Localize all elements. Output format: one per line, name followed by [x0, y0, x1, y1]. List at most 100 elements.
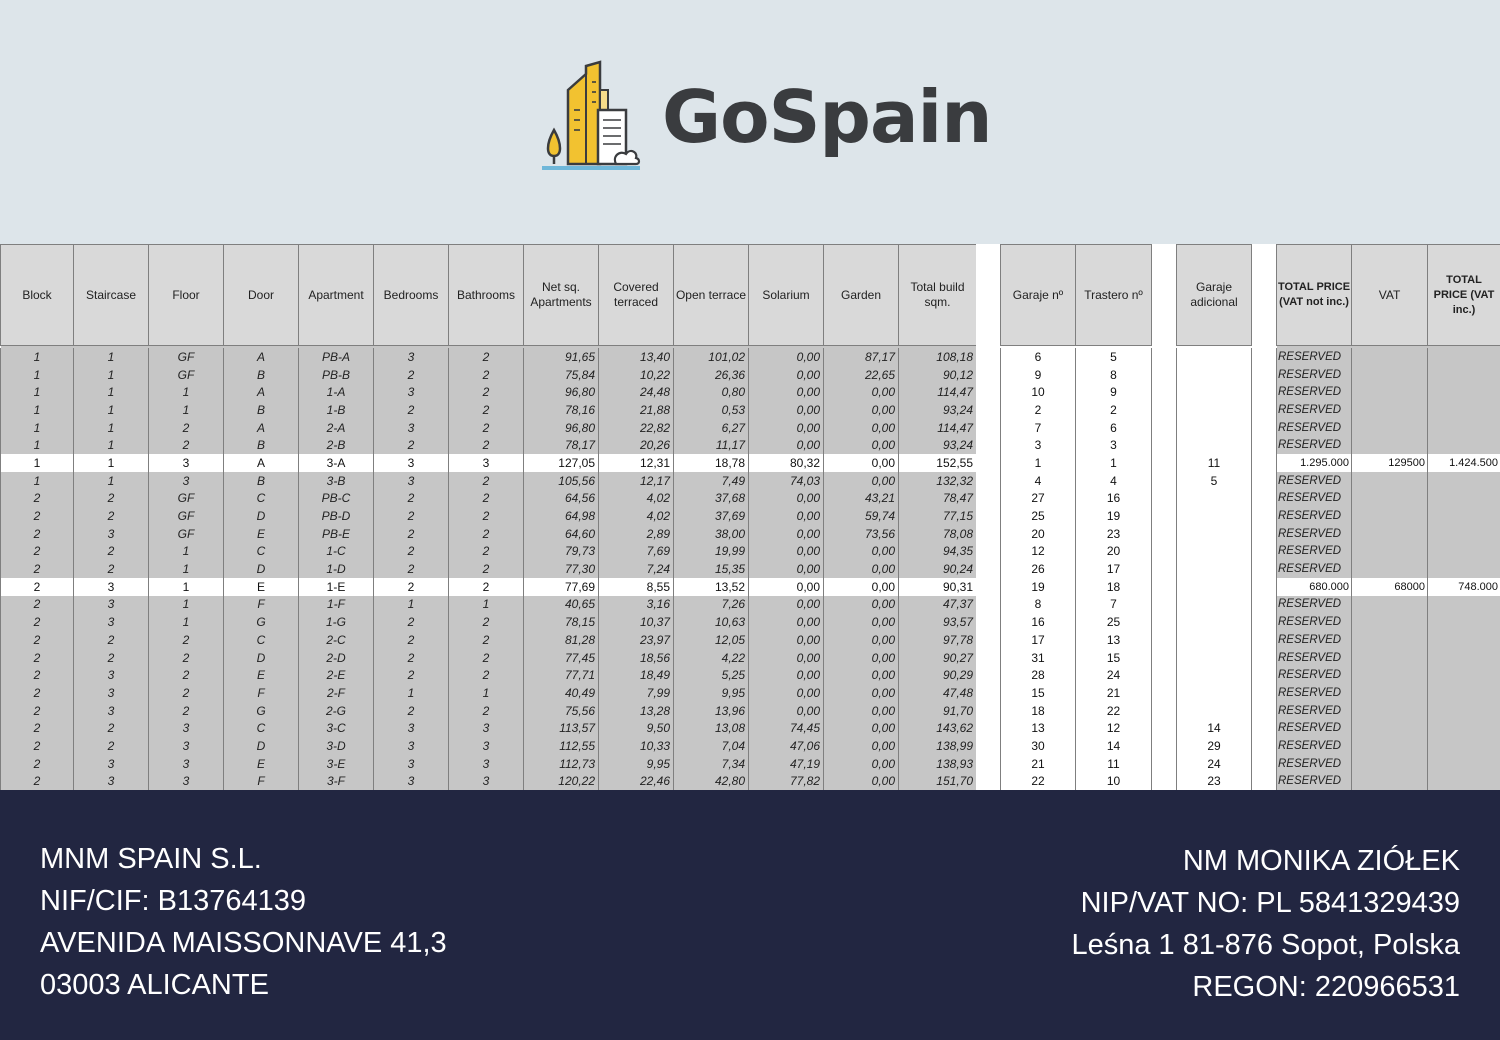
table-cell: RESERVED — [1276, 348, 1352, 366]
garage-table: Garaje nº Trastero nº 6 5 9 8 10 9 2 2 7 6 3 3 1 1 4 4 27… — [1000, 244, 1152, 793]
table-cell: 3-C — [298, 719, 374, 738]
table-cell: 42,80 — [673, 772, 749, 791]
table-cell: 7,24 — [598, 560, 674, 578]
table-cell: 19 — [1075, 507, 1152, 525]
table-row — [1176, 365, 1252, 384]
table-cell: 2-E — [298, 666, 374, 685]
table-cell: 0,00 — [748, 701, 824, 720]
table-cell — [1427, 595, 1500, 614]
table-cell: 0,00 — [748, 613, 824, 631]
table-row — [1176, 542, 1252, 561]
table-cell: 1-F — [298, 595, 374, 614]
page-header: GoSpain — [0, 0, 1500, 244]
company-address: AVENIDA MAISSONNAVE 41,3 — [40, 927, 447, 959]
table-cell: 2 — [373, 560, 449, 578]
table-cell: 37,69 — [673, 507, 749, 525]
table-row: 18 22 — [1000, 701, 1152, 720]
table-cell — [1176, 436, 1252, 455]
table-cell: 1-D — [298, 560, 374, 578]
table-cell: 1 — [73, 471, 149, 490]
table-cell: A — [223, 418, 299, 437]
table-cell: 2 — [148, 631, 224, 649]
spacer — [1276, 345, 1352, 348]
table-cell: 1 — [73, 401, 149, 419]
table-cell: 2 — [373, 577, 449, 596]
table-cell: 40,65 — [523, 595, 599, 614]
table-cell: 0,00 — [823, 542, 899, 561]
table-cell: 13,08 — [673, 719, 749, 738]
table-row: RESERVED — [1276, 772, 1500, 791]
table-cell — [1176, 507, 1252, 525]
table-cell: 2 — [448, 631, 524, 649]
table-cell: 2 — [0, 577, 74, 596]
table-cell: 0,00 — [823, 560, 899, 578]
table-cell: 2 — [0, 701, 74, 720]
table-cell: 25 — [1000, 507, 1076, 525]
table-cell: 14 — [1075, 737, 1152, 755]
table-cell: 2 — [148, 666, 224, 685]
table-cell: 13,96 — [673, 701, 749, 720]
table-cell: PB-A — [298, 348, 374, 366]
table-cell: 112,73 — [523, 754, 599, 773]
table-cell — [1427, 365, 1500, 384]
brand-name: GoSpain — [662, 75, 992, 159]
table-cell: 3 — [73, 524, 149, 543]
spacer — [1427, 345, 1500, 348]
table-cell: 9,95 — [598, 754, 674, 773]
table-cell: 1 — [148, 401, 224, 419]
table-cell: 2 — [373, 524, 449, 543]
table-cell: 21 — [1000, 754, 1076, 773]
spacer — [898, 345, 977, 348]
table-cell — [1176, 542, 1252, 561]
table-cell: 15,35 — [673, 560, 749, 578]
table-cell: 18,49 — [598, 666, 674, 685]
table-cell: 96,80 — [523, 418, 599, 437]
table-cell: 8,55 — [598, 577, 674, 596]
table-row: 1 1 GF B PB-B 2 2 75,84 10,22 26,36 0,00 22,65 90,12 — [0, 365, 977, 384]
table-cell — [1351, 719, 1428, 738]
table-cell: 11,17 — [673, 436, 749, 455]
table-cell: 1-B — [298, 401, 374, 419]
table-cell: 5 — [1176, 471, 1252, 490]
table-cell: PB-C — [298, 489, 374, 508]
table-cell: 3 — [73, 684, 149, 702]
table-row: 11 — [1176, 454, 1252, 472]
table-cell: 4,22 — [673, 648, 749, 667]
table-row: 2 3 3 F 3-F 3 3 120,22 22,46 42,80 77,82 0,00 151,70 — [0, 772, 977, 791]
table-cell: 3 — [73, 595, 149, 614]
table-cell: 3 — [373, 348, 449, 366]
table-cell: 77,82 — [748, 772, 824, 791]
table-cell: 2,89 — [598, 524, 674, 543]
table-cell: 24 — [1075, 666, 1152, 685]
table-row: RESERVED — [1276, 701, 1500, 720]
table-cell: RESERVED — [1276, 737, 1352, 755]
table-cell: 1-A — [298, 383, 374, 402]
table-cell: 77,30 — [523, 560, 599, 578]
table-cell: 2 — [373, 542, 449, 561]
table-cell: 73,56 — [823, 524, 899, 543]
table-row: RESERVED — [1276, 348, 1500, 366]
table-cell: 138,99 — [898, 737, 977, 755]
table-cell: 2 — [73, 489, 149, 508]
table-cell: 2 — [73, 737, 149, 755]
table-row: RESERVED — [1276, 648, 1500, 667]
table-cell: 2-D — [298, 648, 374, 667]
table-row — [1176, 684, 1252, 702]
table-cell: 4 — [1000, 471, 1076, 490]
table-cell: 3 — [1000, 436, 1076, 455]
table-cell: 1 — [73, 454, 149, 472]
table-row: RESERVED — [1276, 365, 1500, 384]
table-cell: 1.424.500 — [1427, 454, 1500, 472]
table-cell — [1176, 631, 1252, 649]
table-cell: 0,00 — [748, 648, 824, 667]
table-cell: 20,26 — [598, 436, 674, 455]
table-cell: 3 — [373, 418, 449, 437]
table-row: 21 11 — [1000, 754, 1152, 773]
table-cell: 1 — [448, 684, 524, 702]
table-row: RESERVED — [1276, 418, 1500, 437]
table-cell: 3,16 — [598, 595, 674, 614]
table-row: 2 3 2 F 2-F 1 1 40,49 7,99 9,95 0,00 0,00 47,48 — [0, 684, 977, 702]
table-cell: 18,78 — [673, 454, 749, 472]
table-cell — [1351, 418, 1428, 437]
